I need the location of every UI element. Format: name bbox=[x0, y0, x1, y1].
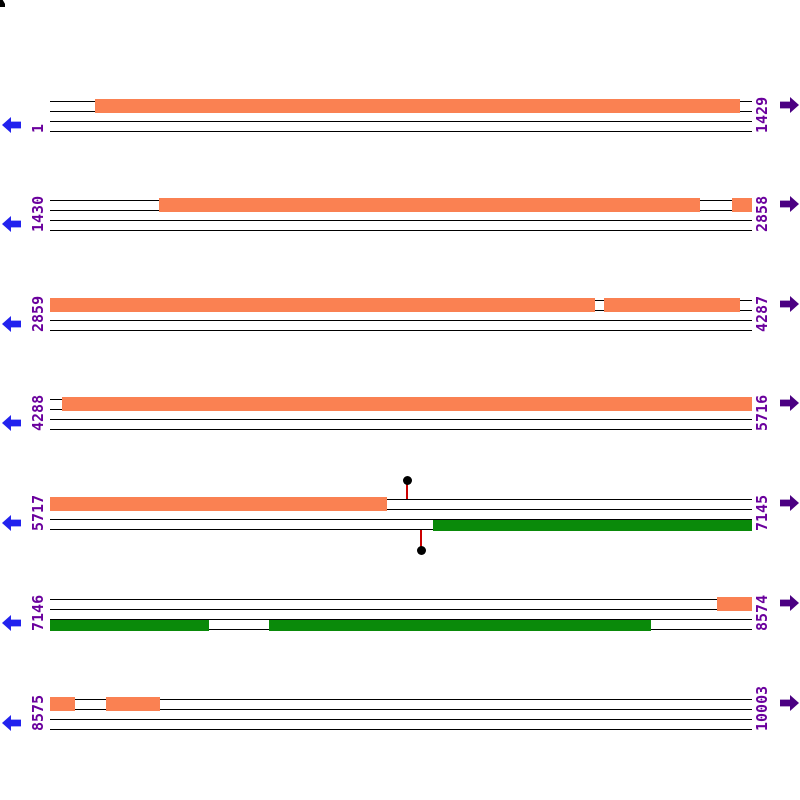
forward-feature-bar[interactable] bbox=[50, 496, 387, 511]
track-line bbox=[50, 599, 752, 601]
start-coordinate-label: 2859 bbox=[29, 295, 47, 332]
reverse-feature-bar[interactable] bbox=[50, 619, 209, 631]
forward-strand-arrow-icon bbox=[780, 695, 799, 711]
marker-stem bbox=[406, 482, 408, 499]
track-line bbox=[50, 429, 752, 431]
start-coordinate-label: 5717 bbox=[29, 494, 47, 531]
track-line bbox=[50, 609, 752, 611]
start-coordinate-label: 8575 bbox=[29, 694, 47, 731]
forward-strand-arrow-icon bbox=[780, 196, 799, 212]
track-line bbox=[50, 131, 752, 133]
track-line bbox=[50, 529, 752, 531]
end-coordinate-label: 8574 bbox=[753, 594, 771, 631]
track-line bbox=[50, 330, 752, 332]
end-coordinate-label: 5716 bbox=[753, 394, 771, 431]
start-coordinate-label: 1 bbox=[29, 123, 47, 133]
track-line bbox=[50, 419, 752, 421]
reverse-strand-arrow-icon bbox=[2, 615, 21, 631]
forward-feature-bar[interactable] bbox=[604, 297, 740, 312]
reverse-feature-bar[interactable] bbox=[433, 519, 752, 531]
track-line bbox=[50, 729, 752, 731]
start-coordinate-label: 1430 bbox=[29, 195, 47, 232]
reverse-strand-arrow-icon bbox=[2, 216, 21, 232]
forward-feature-bar[interactable] bbox=[50, 297, 595, 312]
end-coordinate-label: 7145 bbox=[753, 494, 771, 531]
track-line bbox=[50, 719, 752, 721]
end-coordinate-label: 2858 bbox=[753, 195, 771, 232]
marker-dot bbox=[416, 546, 426, 555]
end-coordinate-label: 1429 bbox=[753, 96, 771, 133]
forward-strand-arrow-icon bbox=[780, 296, 799, 312]
forward-strand-arrow-icon bbox=[780, 495, 799, 511]
track-line bbox=[50, 499, 752, 501]
forward-feature-bar[interactable] bbox=[95, 98, 740, 113]
track-line bbox=[50, 619, 752, 621]
track-line bbox=[50, 709, 752, 711]
forward-feature-bar[interactable] bbox=[50, 696, 75, 711]
forward-feature-bar[interactable] bbox=[62, 396, 752, 411]
forward-feature-bar[interactable] bbox=[732, 197, 752, 212]
reverse-feature-bar[interactable] bbox=[269, 619, 651, 631]
forward-strand-arrow-icon bbox=[780, 395, 799, 411]
reverse-strand-arrow-icon bbox=[2, 415, 21, 431]
track-line bbox=[50, 121, 752, 123]
forward-strand-arrow-icon bbox=[780, 595, 799, 611]
forward-strand-arrow-icon bbox=[780, 97, 799, 113]
forward-feature-bar[interactable] bbox=[159, 197, 700, 212]
reverse-strand-arrow-icon bbox=[2, 316, 21, 332]
track-line bbox=[50, 509, 752, 511]
track-line bbox=[50, 519, 752, 521]
corner-artifact bbox=[0, 0, 5, 7]
reverse-strand-arrow-icon bbox=[2, 515, 21, 531]
track-line bbox=[50, 320, 752, 322]
forward-feature-bar[interactable] bbox=[717, 596, 752, 611]
start-coordinate-label: 4288 bbox=[29, 394, 47, 431]
track-line bbox=[50, 220, 752, 222]
reverse-strand-arrow-icon bbox=[2, 715, 21, 731]
marker-dot bbox=[402, 475, 412, 485]
end-coordinate-label: 10003 bbox=[753, 685, 771, 731]
marker-stem bbox=[420, 529, 422, 547]
reverse-strand-arrow-icon bbox=[2, 117, 21, 133]
forward-feature-bar[interactable] bbox=[106, 696, 160, 711]
track-line bbox=[50, 230, 752, 232]
start-coordinate-label: 7146 bbox=[29, 594, 47, 631]
end-coordinate-label: 4287 bbox=[753, 295, 771, 332]
track-line bbox=[50, 699, 752, 701]
